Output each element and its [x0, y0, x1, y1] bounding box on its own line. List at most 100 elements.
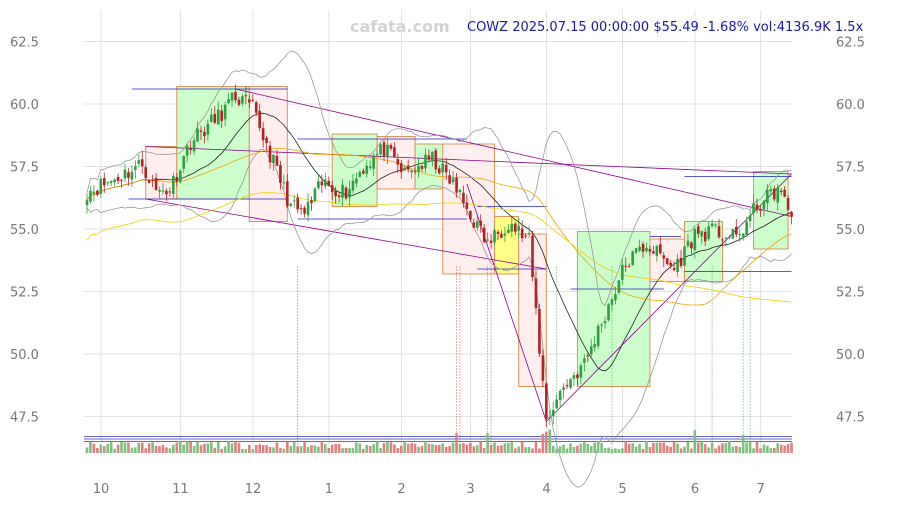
- volume-bar: [296, 446, 299, 453]
- candle-body: [268, 145, 272, 163]
- candle-body: [634, 248, 638, 253]
- candle-body: [610, 299, 614, 305]
- y-tick-label-left: 47.5: [10, 411, 39, 426]
- volume-bar: [275, 442, 279, 453]
- candle-body: [258, 110, 261, 129]
- volume-bar: [313, 445, 317, 453]
- volume-bar: [396, 448, 400, 453]
- range-box: [683, 221, 723, 282]
- candle-body: [116, 176, 120, 181]
- volume-bar: [310, 445, 313, 453]
- volume-bar: [330, 444, 334, 453]
- x-tick-label: 6: [691, 482, 699, 497]
- candle-body: [524, 235, 527, 237]
- candle-body: [137, 160, 141, 164]
- candle-body: [151, 179, 154, 181]
- candle-body: [527, 232, 531, 234]
- volume-bar: [569, 443, 572, 453]
- candle-body: [569, 379, 572, 388]
- volume-bar: [386, 442, 389, 453]
- candles: [85, 84, 793, 428]
- candle-body: [413, 171, 417, 173]
- volume-bar: [576, 445, 579, 453]
- volume-bar: [728, 441, 731, 453]
- candle-body: [292, 200, 296, 202]
- volume-bar: [475, 445, 479, 453]
- volume-bar: [258, 444, 261, 453]
- volume-bar: [254, 444, 258, 453]
- volume-bar: [189, 441, 192, 453]
- volume-bar: [641, 448, 645, 453]
- volume-bar: [154, 445, 158, 453]
- volume-bars: [85, 429, 793, 453]
- volume-bar: [652, 442, 655, 453]
- volume-bar: [120, 442, 123, 453]
- volume-bar: [496, 445, 500, 453]
- candle-body: [130, 171, 134, 180]
- candle-body: [683, 246, 686, 266]
- volume-bar: [196, 441, 199, 453]
- volume-bar: [99, 444, 103, 453]
- candle-body: [596, 325, 600, 347]
- volume-bar: [403, 441, 407, 453]
- candle-body: [679, 257, 683, 266]
- candle-body: [424, 154, 427, 169]
- x-tick-label: 5: [618, 482, 626, 497]
- candle-body: [324, 179, 327, 187]
- candle-body: [576, 374, 579, 379]
- candle-body: [548, 416, 552, 419]
- candle-body: [358, 171, 362, 177]
- y-axis-right: 62.5 60.0 57.5 55.0 52.5 50.0 47.5: [836, 36, 865, 426]
- volume-bar: [382, 443, 386, 453]
- candle-body: [396, 159, 400, 165]
- volume-bar: [541, 433, 545, 453]
- candle-body: [275, 156, 279, 166]
- candle-body: [762, 201, 766, 210]
- candle-body: [99, 178, 103, 194]
- candle-body: [748, 215, 752, 222]
- volume-bar: [655, 442, 659, 453]
- candle-body: [348, 189, 351, 198]
- volume-bar: [127, 442, 130, 453]
- volume-bar: [479, 441, 483, 453]
- candle-body: [786, 198, 790, 210]
- volume-bar: [182, 444, 186, 453]
- candle-body: [158, 189, 161, 192]
- candle-body: [455, 177, 458, 193]
- volume-bar: [389, 442, 393, 453]
- volume-bar: [420, 446, 424, 453]
- candle-body: [531, 235, 534, 278]
- volume-bar: [444, 446, 448, 453]
- candle-body: [282, 182, 286, 184]
- candle-body: [386, 144, 389, 157]
- candle-body: [296, 197, 299, 210]
- x-tick-label: 1: [325, 482, 333, 497]
- volume-bar: [289, 445, 293, 453]
- candle-body: [621, 264, 624, 280]
- candle-body: [248, 99, 251, 103]
- volume-bar: [185, 441, 189, 453]
- candle-body: [583, 358, 586, 363]
- volume-bar: [524, 447, 527, 453]
- candle-body: [731, 229, 735, 239]
- volume-bar: [551, 445, 555, 453]
- candle-body: [234, 92, 237, 101]
- candle-body: [572, 375, 576, 379]
- candle-body: [223, 104, 227, 120]
- candle-body: [123, 169, 127, 179]
- volume-bar: [113, 448, 116, 453]
- candle-body: [458, 189, 462, 192]
- y-tick-label-left: 60.0: [10, 98, 39, 113]
- candle-body: [652, 251, 655, 254]
- y-tick-label-left: 57.5: [10, 161, 39, 176]
- candle-body: [759, 209, 762, 211]
- candle-body: [448, 175, 451, 184]
- volume-bar: [462, 443, 465, 453]
- candle-body: [589, 346, 593, 355]
- volume-bar: [766, 445, 769, 453]
- candle-body: [479, 220, 483, 226]
- candle-body: [624, 265, 628, 267]
- watermark: cafata.com: [350, 17, 450, 36]
- candle-body: [244, 95, 248, 97]
